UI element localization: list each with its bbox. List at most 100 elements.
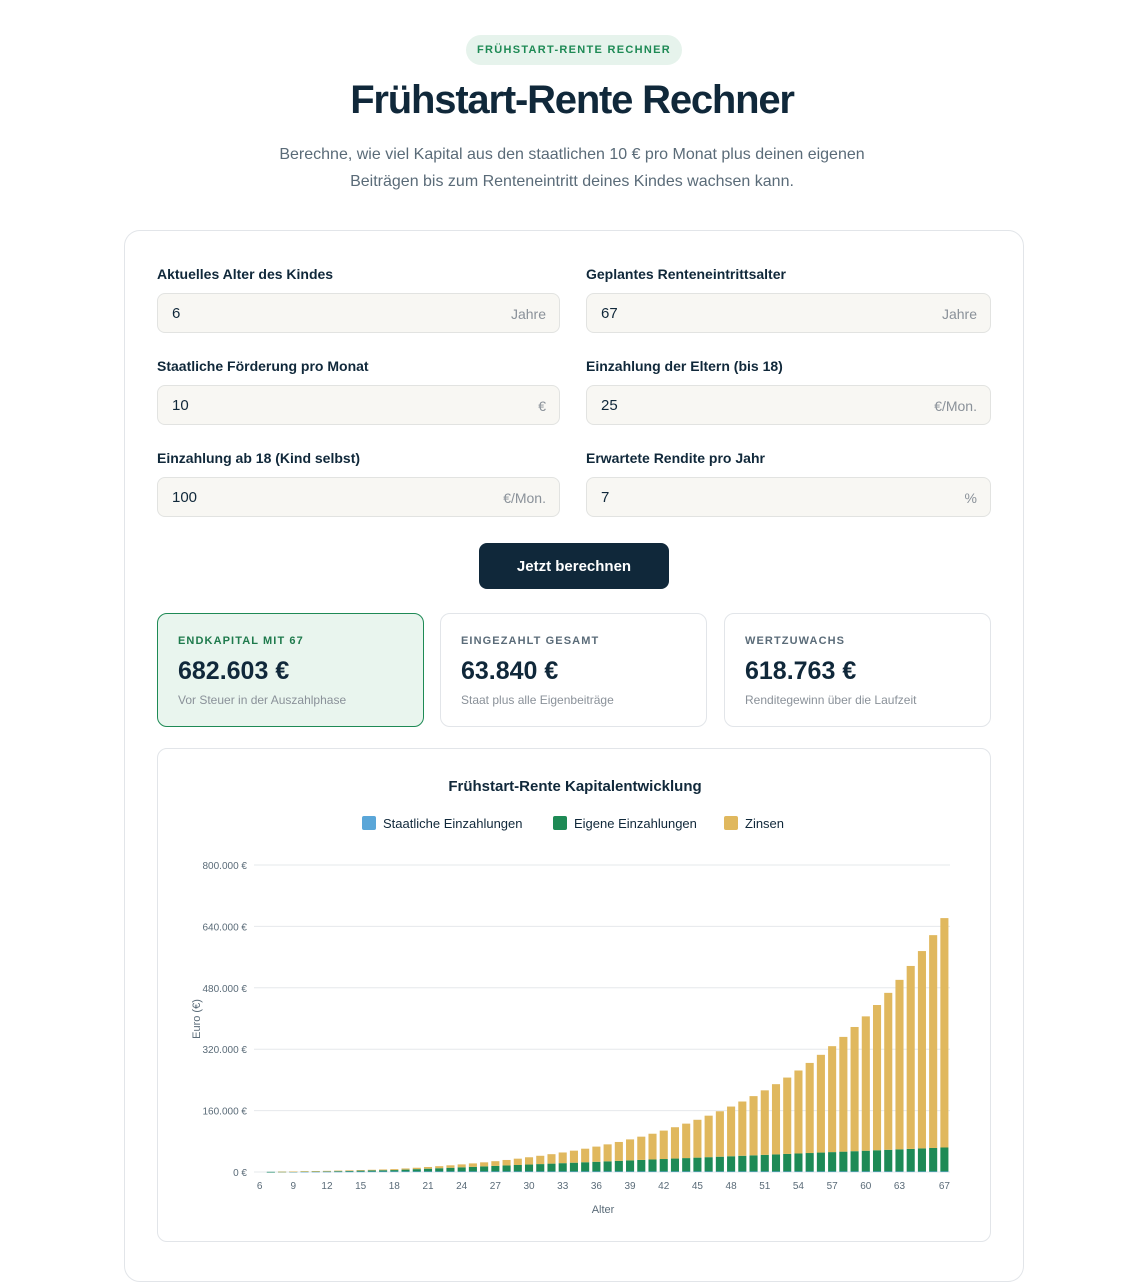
bar-own-segment: [390, 1170, 399, 1172]
bar-own-segment: [614, 1160, 623, 1172]
bar-own-segment: [872, 1150, 882, 1172]
bar-state-segment: [446, 1171, 455, 1173]
bar-own-segment: [524, 1164, 534, 1172]
bar-interest-segment: [603, 1144, 612, 1162]
bar-state-segment: [917, 1171, 926, 1173]
bar-own-segment: [626, 1160, 635, 1172]
bar-own-segment: [536, 1164, 545, 1172]
x-tick-label: 57: [827, 1181, 839, 1192]
calculate-button[interactable]: Jetzt berechnen: [479, 543, 669, 589]
bar-interest-segment: [760, 1090, 769, 1155]
bar-own-segment: [749, 1155, 758, 1172]
bar-own-segment: [783, 1153, 792, 1172]
bar-state-segment: [805, 1171, 814, 1173]
bar-interest-segment: [659, 1130, 668, 1160]
legend-label-interest[interactable]: Zinsen: [745, 816, 784, 831]
capital-chart: Frühstart-Rente Kapitalentwicklung Staat…: [191, 778, 950, 1216]
bar-own-segment: [367, 1170, 376, 1172]
parent-payment-unit: €/Mon.: [934, 398, 977, 414]
paid-total-note: Staat plus alle Eigenbeiträge: [461, 693, 614, 707]
bar-interest-segment: [940, 918, 949, 1148]
bar-state-segment: [637, 1171, 646, 1173]
expected-return-label: Erwartete Rendite pro Jahr: [586, 450, 765, 466]
bar-own-segment: [861, 1150, 870, 1172]
bar-own-segment: [457, 1167, 466, 1172]
bar-own-segment: [480, 1166, 489, 1172]
bar-state-segment: [884, 1171, 893, 1173]
x-tick-label: 18: [389, 1181, 401, 1192]
bar-state-segment: [603, 1171, 612, 1173]
bar-interest-segment: [289, 1171, 298, 1173]
bar-own-segment: [929, 1147, 938, 1172]
bar-own-segment: [828, 1152, 837, 1172]
bar-own-segment: [603, 1161, 612, 1172]
bar-interest-segment: [738, 1101, 747, 1156]
bar-interest-segment: [828, 1046, 837, 1153]
state-subsidy-input[interactable]: 10 €: [157, 385, 560, 425]
bar-own-segment: [423, 1168, 433, 1172]
bar-own-segment: [917, 1148, 926, 1172]
bar-state-segment: [872, 1171, 882, 1173]
legend-label-own[interactable]: Eigene Einzahlungen: [574, 816, 697, 831]
bar-state-segment: [727, 1171, 736, 1173]
bar-own-segment: [637, 1159, 646, 1172]
parent-payment-input[interactable]: 25 €/Mon.: [586, 385, 991, 425]
bar-own-segment: [334, 1170, 343, 1172]
bar-own-segment: [816, 1152, 825, 1172]
own-payment-input[interactable]: 100 €/Mon.: [157, 477, 560, 517]
bar-state-segment: [940, 1171, 949, 1173]
bar-state-segment: [738, 1171, 747, 1173]
bar-state-segment: [423, 1171, 433, 1173]
bar-interest-segment: [367, 1169, 376, 1171]
bar-own-segment: [659, 1159, 668, 1172]
bar-state-segment: [704, 1171, 713, 1173]
retirement-age-label: Geplantes Renteneintrittsalter: [586, 266, 786, 282]
bar-state-segment: [906, 1171, 915, 1173]
bar-state-segment: [614, 1171, 623, 1173]
legend-swatch-interest: [724, 816, 738, 830]
bar-interest-segment: [491, 1161, 500, 1166]
x-tick-label: 39: [625, 1181, 637, 1192]
bar-interest-segment: [513, 1158, 522, 1166]
bar-own-segment: [356, 1170, 365, 1172]
bar-interest-segment: [379, 1169, 388, 1171]
x-tick-label: 27: [490, 1181, 502, 1192]
bar-own-segment: [704, 1157, 713, 1172]
bar-own-segment: [569, 1162, 578, 1172]
bar-state-segment: [345, 1171, 354, 1173]
retirement-age-input[interactable]: 67 Jahre: [586, 293, 991, 333]
bar-own-segment: [940, 1147, 949, 1172]
bar-interest-segment: [547, 1154, 556, 1164]
growth-label: WERTZUWACHS: [745, 635, 846, 647]
bar-state-segment: [839, 1171, 848, 1173]
y-tick-label: 640.000 €: [203, 922, 248, 933]
parent-payment-value: 25: [601, 397, 618, 414]
bar-own-segment: [670, 1158, 680, 1172]
bar-own-segment: [794, 1153, 803, 1172]
x-tick-label: 51: [759, 1181, 771, 1192]
paid-total-value: 63.840 €: [461, 657, 559, 685]
bar-state-segment: [300, 1171, 309, 1173]
bar-interest-segment: [592, 1146, 601, 1162]
y-axis-labels: 0 € 160.000 € 320.000 € 480.000 € 640.000 € 8…: [203, 861, 248, 1179]
expected-return-input[interactable]: 7 %: [586, 477, 991, 517]
bar-state-segment: [435, 1171, 444, 1173]
bar-interest-segment: [345, 1170, 354, 1171]
bar-own-segment: [435, 1168, 444, 1172]
bar-own-segment: [379, 1170, 388, 1172]
bar-state-segment: [491, 1171, 500, 1173]
bar-own-segment: [771, 1154, 781, 1172]
child-age-input[interactable]: 6 Jahre: [157, 293, 560, 333]
bar-interest-segment: [423, 1166, 433, 1169]
x-tick-label: 36: [591, 1181, 603, 1192]
bar-own-segment: [839, 1151, 848, 1172]
state-subsidy-label: Staatliche Förderung pro Monat: [157, 358, 369, 374]
bar-interest-segment: [839, 1036, 848, 1152]
bar-interest-segment: [356, 1170, 365, 1171]
legend-label-state[interactable]: Staatliche Einzahlungen: [383, 816, 523, 831]
bar-interest-segment: [850, 1026, 859, 1152]
bar-state-segment: [771, 1171, 781, 1173]
growth-card: WERTZUWACHS 618.763 € Renditegewinn über…: [724, 613, 991, 727]
bar-interest-segment: [457, 1164, 466, 1168]
bar-interest-segment: [536, 1155, 545, 1165]
